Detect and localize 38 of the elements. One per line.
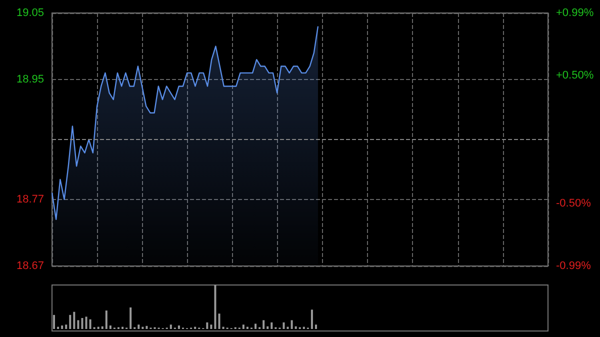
bar (77, 320, 80, 329)
bar (170, 324, 172, 329)
y2-tick-label: +0.99% (556, 7, 594, 19)
bar (282, 322, 285, 329)
bar (210, 324, 212, 329)
y-tick-label: 18.67 (16, 260, 44, 272)
bar (65, 324, 68, 329)
bar (314, 324, 317, 329)
bar (81, 318, 84, 329)
bar (69, 314, 72, 329)
bar (109, 325, 112, 329)
bar (89, 319, 92, 329)
bar (214, 285, 216, 329)
bar (206, 322, 208, 329)
bar (262, 320, 265, 329)
bar (61, 325, 64, 329)
bar (146, 326, 148, 329)
bar (130, 307, 132, 329)
bar (101, 326, 104, 329)
bar (178, 325, 180, 329)
bar (266, 326, 269, 329)
bar (242, 324, 244, 329)
y2-tick-label: -0.99% (556, 260, 592, 272)
bar (270, 322, 273, 329)
bar (85, 316, 88, 329)
bar (138, 324, 140, 329)
bar (310, 310, 313, 329)
bar (218, 314, 220, 329)
y-tick-label: 18.95 (16, 74, 44, 86)
bar (105, 310, 108, 329)
y2-tick-label: -0.50% (556, 197, 592, 210)
bar (294, 326, 297, 329)
bar (290, 320, 293, 329)
y-tick-label: 19.05 (16, 7, 44, 19)
y2-tick-label: +0.50% (556, 70, 594, 82)
y-tick-label: 18.77 (16, 193, 44, 206)
bar (73, 312, 76, 329)
bar (53, 314, 56, 329)
